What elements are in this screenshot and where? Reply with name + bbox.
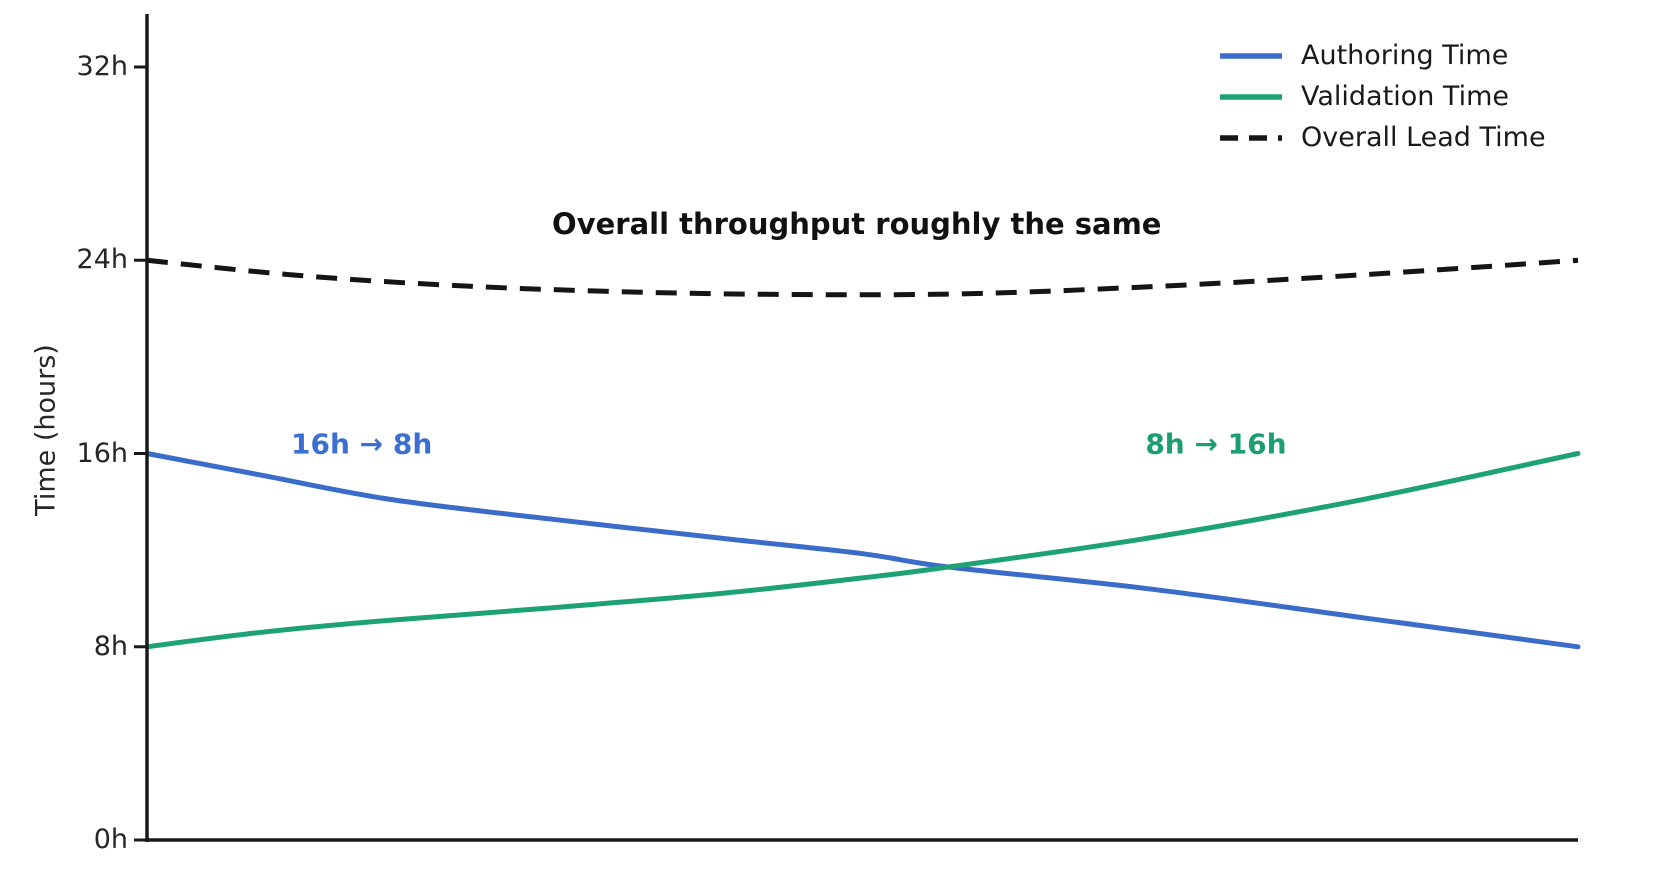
- authoring-time-legend-swatch: [1220, 52, 1282, 59]
- validation-time-legend-swatch: [1220, 93, 1282, 100]
- legend-label: Authoring Time: [1301, 40, 1509, 71]
- y-tick-label: 8h: [93, 630, 128, 662]
- authoring-note: 16h → 8h: [291, 427, 433, 461]
- y-axis-title: Time (hours): [30, 344, 62, 516]
- legend: Authoring Time Validation Time Overall Lea…: [1220, 35, 1546, 158]
- legend-label: Validation Time: [1301, 81, 1509, 112]
- validation-note: 8h → 16h: [1145, 427, 1287, 461]
- authoring-time-line: [144, 451, 1581, 650]
- series-lines: [144, 257, 1581, 650]
- legend-item-authoring-time: Authoring Time: [1220, 35, 1546, 76]
- y-axis-ticks: [134, 65, 147, 842]
- y-tick-label: 24h: [76, 244, 128, 276]
- legend-label: Overall Lead Time: [1301, 122, 1546, 153]
- overall-lead-time-legend-swatch: [1220, 134, 1282, 141]
- validation-time-line: [144, 451, 1581, 650]
- y-tick-label: 0h: [93, 824, 128, 855]
- overall-lead-time-line: [146, 257, 1579, 298]
- legend-item-validation-time: Validation Time: [1220, 76, 1546, 117]
- y-tick-label: 16h: [76, 437, 128, 469]
- axes: [134, 14, 1578, 842]
- y-tick-label: 32h: [76, 51, 128, 82]
- throughput-note: Overall throughput roughly the same: [552, 207, 1162, 242]
- legend-item-overall-lead-time: Overall Lead Time: [1220, 117, 1546, 158]
